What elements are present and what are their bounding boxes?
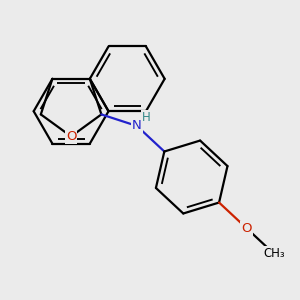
Text: N: N — [132, 119, 142, 133]
Text: CH₃: CH₃ — [263, 247, 285, 260]
Text: O: O — [241, 222, 252, 235]
Text: O: O — [66, 130, 76, 143]
Text: H: H — [142, 111, 151, 124]
